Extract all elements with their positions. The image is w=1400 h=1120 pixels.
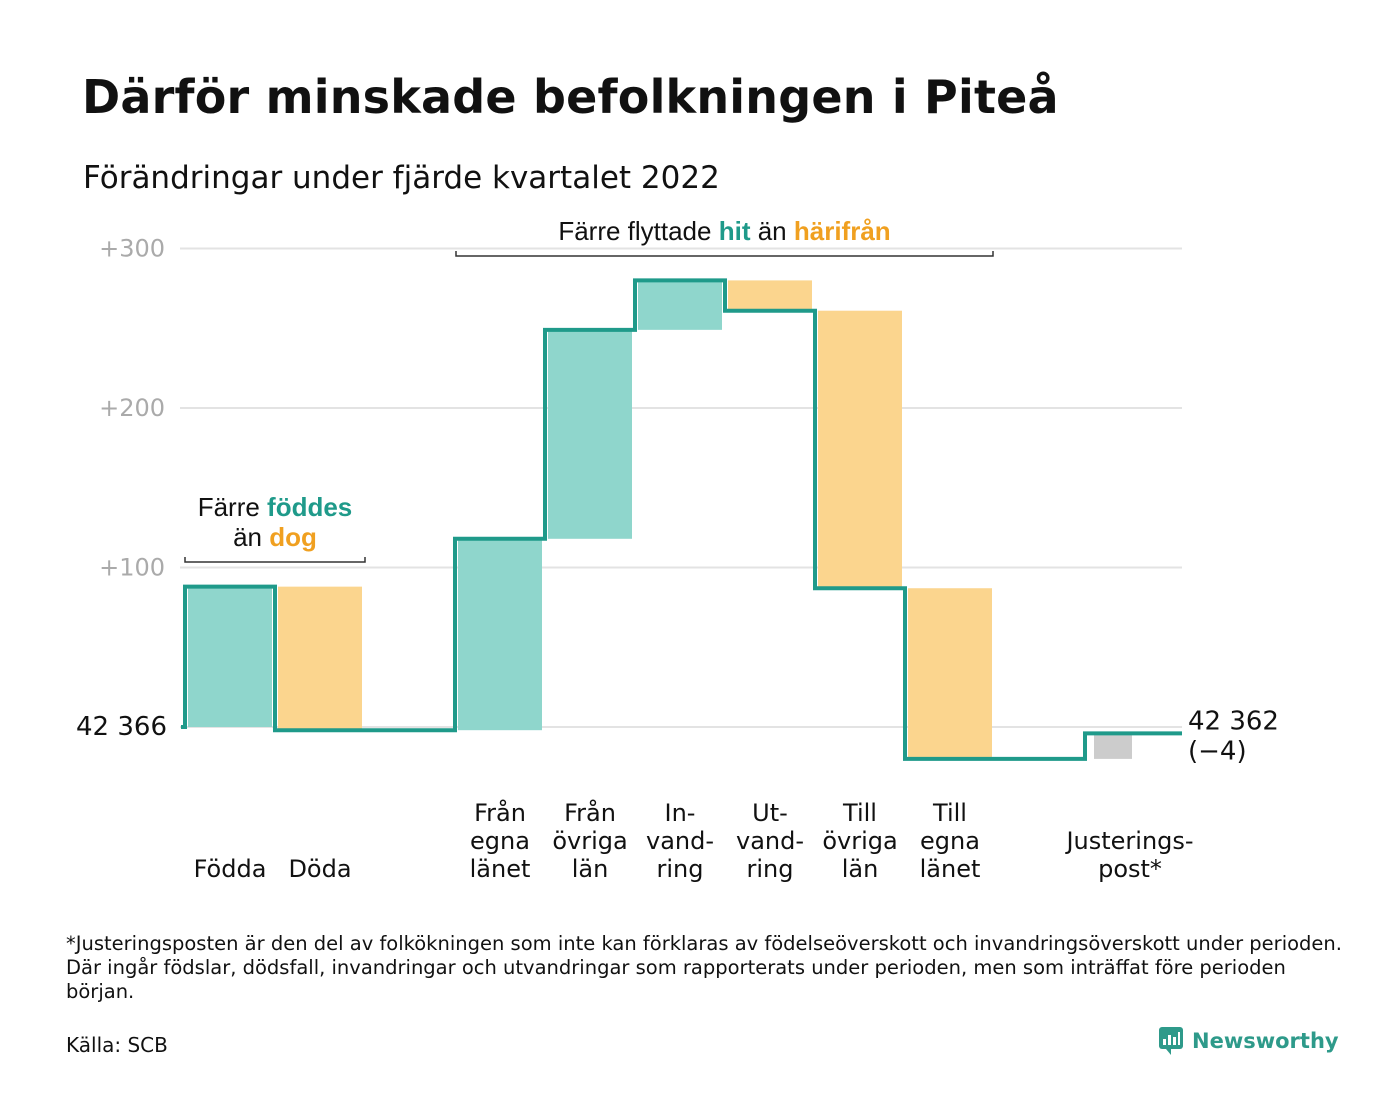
annotation-segment: Färre flyttade — [558, 216, 718, 246]
brand-logo: Newsworthy — [1158, 1026, 1339, 1056]
end-change-label: (−4) — [1188, 736, 1247, 766]
bar-In-vand-ring — [638, 280, 722, 330]
brand-name: Newsworthy — [1192, 1029, 1339, 1053]
annotation-text: Färre flyttade hit än härifrån — [558, 216, 890, 246]
bar-Döda — [278, 586, 362, 731]
end-value-label: 42 362 — [1188, 706, 1279, 736]
chart-subtitle: Förändringar under fjärde kvartalet 2022 — [83, 160, 720, 196]
category-label: län — [572, 855, 609, 883]
y-tick-label: +100 — [99, 554, 165, 582]
annotation-segment: än — [750, 216, 793, 246]
category-label: Ut- — [752, 799, 788, 827]
footnote: *Justeringsposten är den del av folkökni… — [66, 932, 1342, 1003]
category-label: ring — [657, 855, 704, 883]
bar-Födda — [188, 586, 272, 727]
y-tick-label: +300 — [99, 235, 165, 263]
bar-Ut-vand-ring — [728, 280, 812, 311]
annotation-segment: föddes — [267, 492, 352, 522]
category-label: egna — [470, 827, 530, 855]
annotation-text: Färre föddes — [198, 492, 353, 522]
category-label: Från — [564, 798, 616, 827]
source-label: Källa: SCB — [66, 1033, 168, 1057]
category-label: Från — [474, 798, 526, 827]
annotation-segment: härifrån — [794, 216, 891, 246]
annotation-segment: Färre — [198, 492, 267, 522]
bar-Justerings-post* — [1094, 733, 1132, 759]
category-label: vand- — [646, 827, 714, 855]
category-label: övriga — [822, 827, 897, 855]
category-label: Justerings- — [1064, 827, 1193, 855]
category-label: länet — [920, 855, 981, 883]
step-line-group — [181, 278, 1182, 761]
start-value-label: 42 366 — [76, 712, 167, 742]
waterfall-chart: +100 +200 +300 42 366 42 362(−4) Födda Döda Fr… — [76, 216, 1279, 883]
category-label: Födda — [194, 855, 267, 883]
category-label: länet — [470, 855, 531, 883]
labels: 42 366 42 362(−4)Födda DödaFrånegnalänetFr… — [76, 706, 1279, 883]
category-label: Till — [932, 799, 967, 827]
bar-Frånegnalänet — [458, 538, 542, 731]
annotation-bracket — [184, 557, 366, 563]
category-label: egna — [920, 827, 980, 855]
annotation-segment: dog — [269, 522, 317, 552]
bar-Tillegnalänet — [908, 588, 992, 759]
category-label: Döda — [288, 855, 351, 883]
bar-Tillövrigalän — [818, 310, 902, 589]
chart-bubble-icon — [1159, 1027, 1183, 1055]
step-line — [181, 278, 1182, 761]
annotation-segment: än — [233, 522, 269, 552]
annotation-bracket — [455, 251, 994, 257]
bars — [188, 280, 1132, 759]
y-tick-label: +200 — [99, 394, 165, 422]
annotation-segment: hit — [719, 216, 751, 246]
category-label: vand- — [736, 827, 804, 855]
category-label: Till — [842, 799, 877, 827]
category-label: län — [842, 855, 879, 883]
category-label: ring — [747, 855, 794, 883]
bar-Frånövrigalän — [548, 329, 632, 539]
annotation-text: än dog — [233, 522, 317, 552]
category-label: övriga — [552, 827, 627, 855]
chart-title: Därför minskade befolkningen i Piteå — [82, 70, 1059, 124]
category-label: In- — [665, 799, 696, 827]
category-label: post* — [1098, 855, 1162, 883]
